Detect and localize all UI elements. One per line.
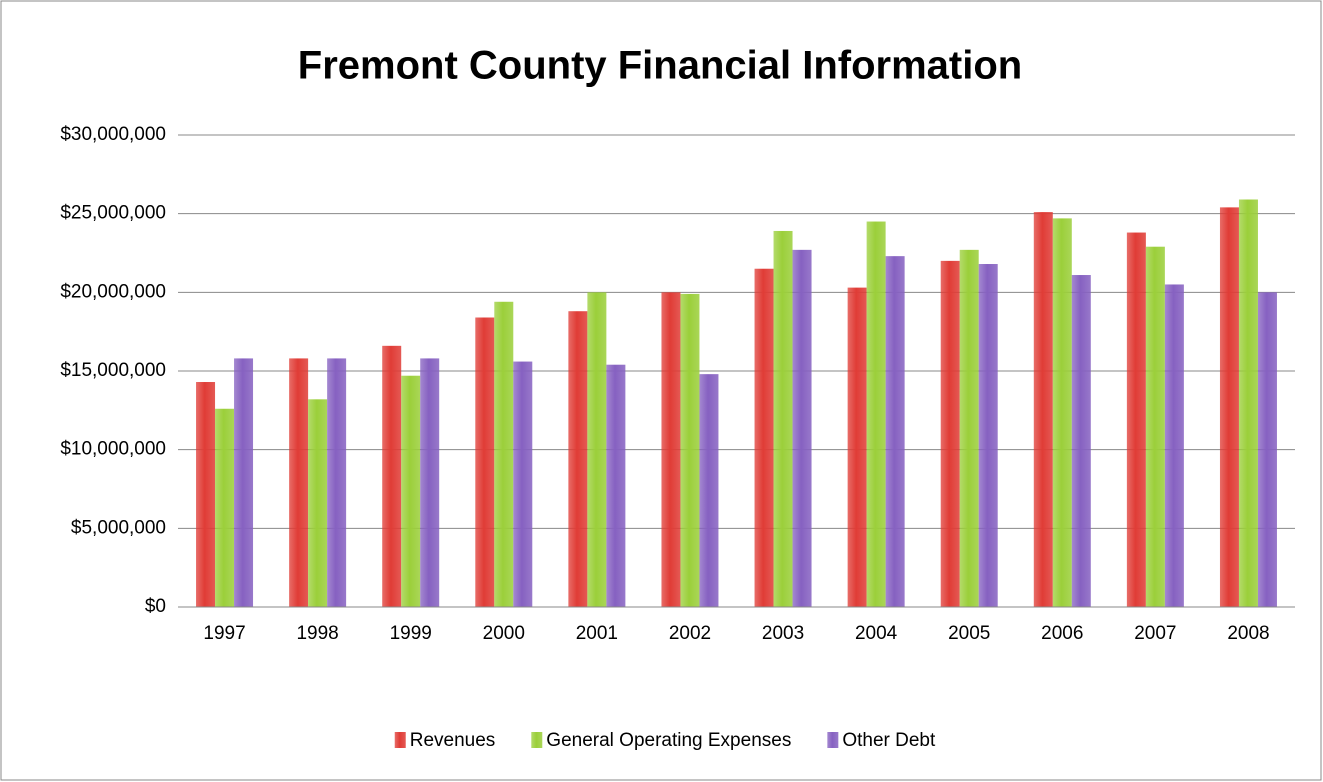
bar <box>847 287 867 607</box>
bar <box>289 358 309 607</box>
y-tick-label: $10,000,000 <box>60 439 166 460</box>
bar <box>513 361 533 607</box>
chart-title: Fremont County Financial Information <box>298 44 1022 88</box>
bar <box>568 311 588 607</box>
y-tick-label: $25,000,000 <box>60 203 166 224</box>
bar <box>754 268 774 607</box>
bar <box>327 358 347 607</box>
x-tick-label: 2002 <box>669 623 711 644</box>
bar <box>1257 292 1277 607</box>
bar <box>606 364 626 607</box>
legend-swatch <box>531 732 543 748</box>
x-tick-label: 2006 <box>1041 623 1083 644</box>
legend-swatch <box>394 732 406 748</box>
x-tick-label: 1997 <box>203 623 245 644</box>
bar <box>680 293 700 607</box>
bar <box>420 358 440 607</box>
bar <box>959 249 979 607</box>
y-tick-label: $30,000,000 <box>60 124 166 145</box>
bar <box>494 301 514 607</box>
bar <box>1238 199 1258 608</box>
bar <box>1126 232 1146 607</box>
bar <box>401 375 421 607</box>
bar <box>308 399 328 607</box>
legend-swatch <box>827 732 839 748</box>
x-tick-label: 2004 <box>855 623 898 644</box>
x-tick-label: 2005 <box>948 623 990 644</box>
legend-label: Other Debt <box>842 730 936 751</box>
x-tick-label: 1999 <box>390 623 432 644</box>
bar <box>1071 275 1091 607</box>
bar <box>587 292 607 607</box>
y-tick-label: $5,000,000 <box>71 517 166 538</box>
x-tick-label: 2000 <box>483 623 525 644</box>
bar <box>1145 246 1165 607</box>
bar <box>1033 212 1053 608</box>
y-tick-label: $15,000,000 <box>60 360 166 381</box>
bar <box>475 317 495 607</box>
bar <box>940 260 960 607</box>
bar <box>234 358 254 607</box>
x-tick-label: 2008 <box>1227 623 1269 644</box>
bar <box>1164 284 1184 607</box>
bar <box>215 408 235 607</box>
legend-label: General Operating Expenses <box>546 730 791 751</box>
bar <box>1052 218 1072 608</box>
x-tick-label: 2001 <box>576 623 618 644</box>
y-tick-label: $20,000,000 <box>60 281 166 302</box>
x-tick-label: 2003 <box>762 623 804 644</box>
bar <box>792 249 812 607</box>
bar <box>978 264 998 607</box>
bar <box>866 221 886 608</box>
legend-label: Revenues <box>410 730 496 751</box>
bar <box>773 230 793 607</box>
legend: Revenues General Operating Expenses Other … <box>394 730 936 751</box>
bar <box>661 292 681 607</box>
bar <box>382 345 402 607</box>
bar <box>1219 207 1239 607</box>
y-tick-label: $0 <box>145 596 166 617</box>
bar <box>885 256 905 607</box>
x-tick-label: 1998 <box>296 623 338 644</box>
bar <box>699 374 719 607</box>
bar <box>196 382 216 607</box>
x-tick-label: 2007 <box>1134 623 1176 644</box>
